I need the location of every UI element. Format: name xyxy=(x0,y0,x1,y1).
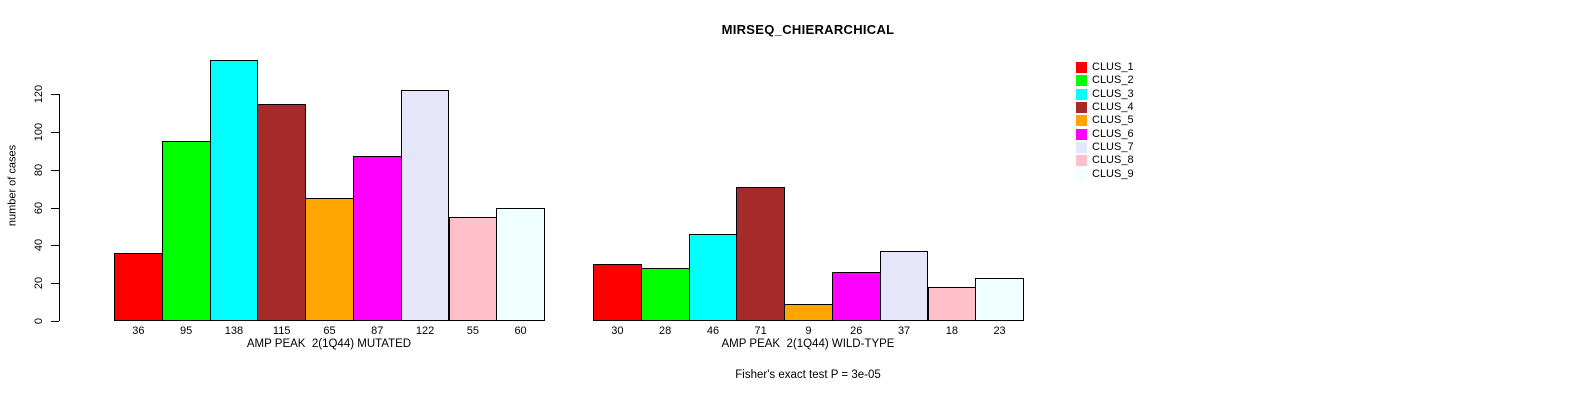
bar-clus_1 xyxy=(114,252,163,321)
bar-value-label: 71 xyxy=(754,325,767,337)
chart-title: MIRSEQ_CHIERARCHICAL xyxy=(721,22,895,37)
legend-item: CLUS_4 xyxy=(1076,101,1134,114)
bar-value-label: 87 xyxy=(371,325,384,337)
legend-color-swatch xyxy=(1076,155,1087,167)
y-tick-label: 100 xyxy=(33,122,45,141)
bar-value-label: 122 xyxy=(415,325,435,337)
legend-color-swatch xyxy=(1076,128,1087,140)
bar-group-wildtype: 30 28 46 71 9 26 37 18 23 xyxy=(593,0,1033,400)
y-tick-label: 40 xyxy=(33,239,45,252)
bar-value-label: 18 xyxy=(945,325,958,337)
x-axis-label-wildtype: AMP PEAK 2(1Q44) WILD-TYPE xyxy=(721,338,895,350)
bar-clus_1 xyxy=(593,264,642,321)
bar-clus_3 xyxy=(688,234,738,321)
bar-clus_8 xyxy=(927,286,977,321)
bar-value-label: 115 xyxy=(272,325,291,337)
legend-label: CLUS_8 xyxy=(1092,154,1134,167)
legend-item: CLUS_2 xyxy=(1076,74,1134,87)
bar-value-label: 30 xyxy=(611,325,624,337)
legend-label: CLUS_4 xyxy=(1092,101,1134,114)
y-tick xyxy=(51,169,59,171)
bar-value-label: 46 xyxy=(706,325,720,337)
bar-group-mutated: 36 95 138 115 65 87 122 55 60 xyxy=(114,0,554,400)
bar-value-label: 23 xyxy=(993,325,1006,337)
legend-label: CLUS_3 xyxy=(1092,87,1134,100)
legend-item: CLUS_6 xyxy=(1076,127,1134,140)
bar-clus_4 xyxy=(257,103,307,321)
legend-item: CLUS_1 xyxy=(1076,61,1134,74)
legend-item: CLUS_5 xyxy=(1076,114,1134,127)
bar-clus_5 xyxy=(784,304,833,321)
bar-clus_6 xyxy=(831,271,881,321)
y-tick-label: 120 xyxy=(33,84,45,104)
bar-value-label: 9 xyxy=(805,325,812,337)
x-axis-label-mutated: AMP PEAK 2(1Q44) MUTATED xyxy=(246,338,412,350)
legend-item: CLUS_9 xyxy=(1076,167,1134,180)
legend-label: CLUS_7 xyxy=(1092,140,1134,153)
y-tick xyxy=(51,321,59,322)
bar-clus_3 xyxy=(209,59,259,321)
legend-label: CLUS_2 xyxy=(1092,74,1134,87)
legend-color-swatch xyxy=(1076,141,1087,153)
legend-label: CLUS_9 xyxy=(1092,167,1134,180)
y-tick xyxy=(51,207,59,209)
legend: CLUS_1 CLUS_2 CLUS_3 CLUS_4 CLUS_5 CLUS_6 CLUS… xyxy=(1076,61,1134,181)
bar-value-label: 55 xyxy=(466,325,479,337)
legend-color-swatch xyxy=(1076,62,1087,74)
bar-clus_5 xyxy=(305,198,354,321)
legend-item: CLUS_7 xyxy=(1076,141,1134,154)
y-tick xyxy=(51,245,59,247)
bar-clus_7 xyxy=(879,251,929,321)
y-tick-label: 60 xyxy=(33,201,45,214)
bar-clus_2 xyxy=(161,141,211,321)
bar-clus_8 xyxy=(448,217,498,321)
legend-color-swatch xyxy=(1076,168,1087,180)
y-tick xyxy=(51,94,59,95)
legend-label: CLUS_5 xyxy=(1092,114,1134,127)
legend-color-swatch xyxy=(1076,115,1087,127)
bar-value-label: 138 xyxy=(224,325,244,337)
y-tick xyxy=(51,283,59,285)
bar-clus_7 xyxy=(400,90,450,321)
bar-clus_9 xyxy=(975,277,1024,321)
legend-label: CLUS_6 xyxy=(1092,127,1134,140)
y-tick-label: 0 xyxy=(33,317,45,325)
legend-item: CLUS_8 xyxy=(1076,154,1134,167)
y-axis-label: number of cases xyxy=(6,144,19,227)
bar-value-label: 36 xyxy=(132,325,145,337)
bar-value-label: 60 xyxy=(514,325,527,337)
legend-item: CLUS_3 xyxy=(1076,88,1134,101)
bar-clus_9 xyxy=(496,207,545,321)
legend-color-swatch xyxy=(1076,88,1087,100)
legend-label: CLUS_1 xyxy=(1092,61,1134,74)
bar-value-label: 26 xyxy=(850,325,863,337)
y-tick-label: 20 xyxy=(33,277,45,290)
legend-color-swatch xyxy=(1076,75,1087,87)
fisher-test-annotation: Fisher's exact test P = 3e-05 xyxy=(735,369,881,381)
bar-clus_6 xyxy=(352,156,402,321)
y-axis-line xyxy=(59,94,60,321)
bar-value-label: 65 xyxy=(323,325,336,337)
bar-value-label: 37 xyxy=(897,325,911,337)
legend-color-swatch xyxy=(1076,102,1087,114)
y-tick xyxy=(51,131,59,133)
bar-clus_4 xyxy=(736,186,786,321)
bar-clus_2 xyxy=(640,268,690,321)
bar-value-label: 28 xyxy=(659,325,672,337)
bar-value-label: 95 xyxy=(180,325,193,337)
y-tick-label: 80 xyxy=(33,163,45,176)
